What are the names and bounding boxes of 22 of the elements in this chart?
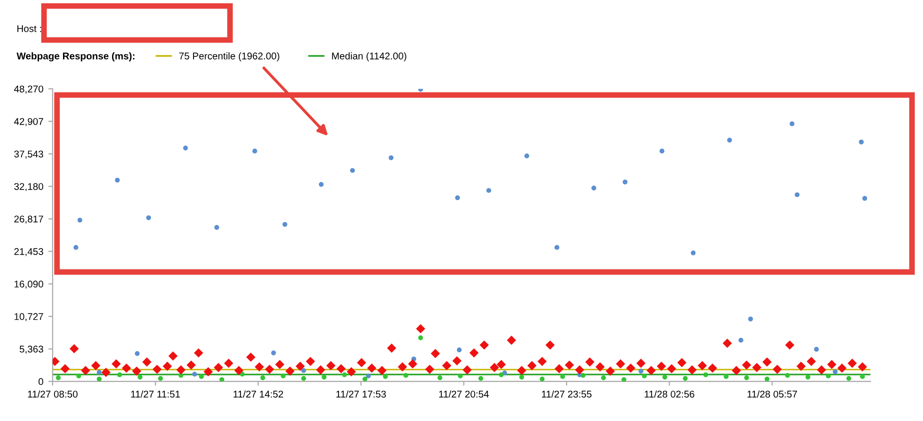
x-tick-label: 11/28 02:56 — [644, 390, 694, 398]
y-tick-label: 21,453 — [14, 248, 44, 256]
y-tick-label: 37,543 — [14, 150, 44, 159]
legend-label: 75 Percentile (1962.00) — [179, 52, 280, 62]
x-tick-label: 11/27 23:55 — [542, 390, 592, 398]
y-tick-label: 5,363 — [20, 346, 44, 354]
legend-title: Webpage Response (ms): — [16, 52, 134, 62]
x-tick-label: 11/27 08:50 — [28, 390, 78, 398]
x-tick-label: 11/27 17:53 — [336, 390, 386, 398]
x-tick-label: 11/27 20:54 — [439, 390, 489, 398]
y-tick-label: 26,817 — [14, 216, 44, 224]
y-tick-label: 48,270 — [14, 86, 44, 94]
x-tick-label: 11/27 14:52 — [234, 390, 284, 398]
legend-label: Median (1142.00) — [332, 52, 406, 62]
y-tick-label: 10,727 — [14, 313, 44, 322]
text: Host : — [17, 25, 42, 32]
x-tick-label: 11/27 11:51 — [131, 390, 180, 398]
y-tick-label: 0 — [38, 378, 44, 386]
y-tick-label: 16,090 — [14, 280, 44, 289]
x-tick-label: 11/28 05:57 — [748, 390, 797, 398]
y-tick-label: 42,907 — [14, 118, 44, 126]
y-tick-label: 32,180 — [14, 183, 44, 192]
